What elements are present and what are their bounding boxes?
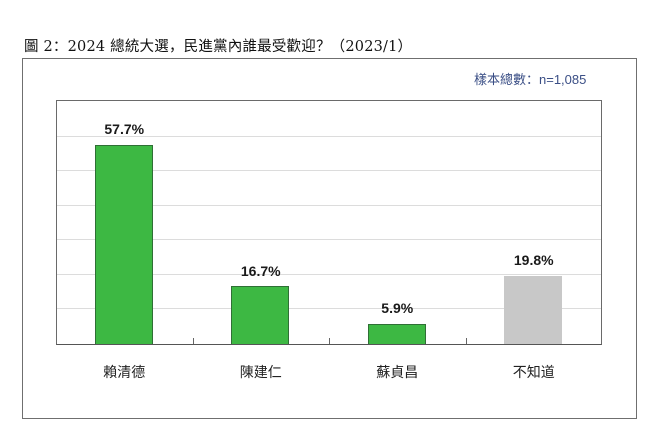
gridline	[57, 204, 601, 206]
gridline	[57, 239, 601, 241]
category-label: 賴清德	[103, 365, 146, 381]
bar-value-label: 19.8%	[513, 252, 554, 269]
x-axis-tick	[329, 338, 330, 344]
x-axis-tick	[465, 338, 467, 344]
bar-value-label: 57.7%	[104, 121, 145, 138]
bar-value-label: 5.9%	[381, 300, 414, 317]
plot-area	[56, 100, 602, 345]
category-label: 陳建仁	[239, 365, 282, 381]
gridline	[57, 170, 601, 172]
bar-4	[504, 275, 563, 344]
bar-3	[367, 323, 426, 344]
bar-value-label: 16.7%	[240, 262, 281, 279]
figure-title: 圖 2：2024 總統大選，民進黨內誰最受歡迎？（2023/1）	[24, 39, 413, 55]
x-axis-tick	[192, 338, 194, 344]
category-label: 不知道	[512, 365, 555, 381]
sample-size-note: 樣本總數：n=1,085	[474, 72, 587, 87]
category-label: 蘇貞昌	[376, 365, 419, 381]
gridline	[57, 308, 601, 310]
bar-2	[231, 286, 290, 344]
gridline	[57, 135, 601, 137]
bar-1	[94, 144, 153, 344]
gridline	[57, 273, 601, 275]
